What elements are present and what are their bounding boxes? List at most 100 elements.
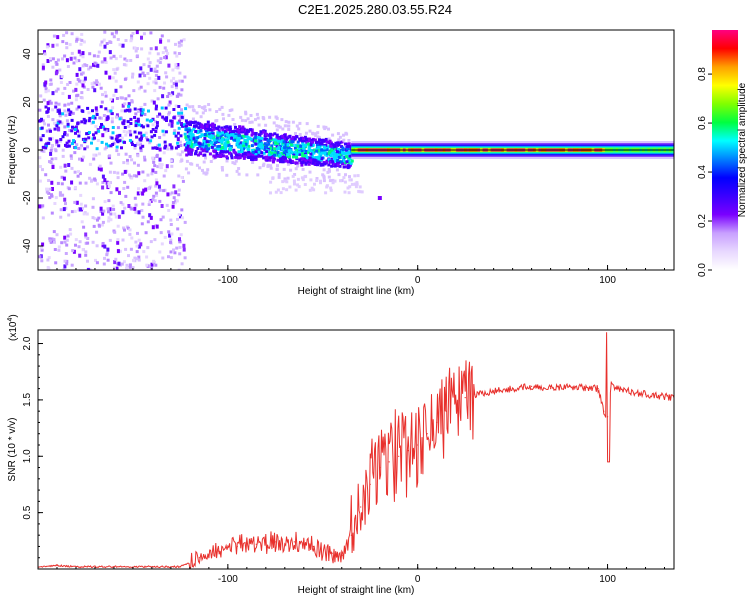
heatmap-cell	[314, 134, 318, 137]
snr-point	[56, 565, 58, 567]
heatmap-cell	[277, 175, 281, 179]
heatmap-cell	[99, 43, 103, 47]
x-tick-label: 100	[599, 574, 616, 585]
heatmap-cell	[126, 120, 130, 124]
heatmap-cell	[190, 162, 194, 166]
y-scale-prefix: (x10	[8, 321, 19, 341]
heatmap-cell	[100, 123, 103, 126]
heatmap-cell	[243, 155, 247, 159]
heatmap-cell	[50, 157, 54, 161]
heatmap-cell	[164, 71, 168, 75]
heatmap-cell	[93, 217, 97, 221]
heatmap-cell	[290, 150, 294, 154]
heatmap-cell	[160, 242, 164, 246]
heatmap-cell	[126, 130, 130, 134]
heatmap-cell	[154, 170, 158, 174]
heatmap-cell	[131, 143, 134, 146]
heatmap-cell	[102, 209, 106, 213]
heatmap-cell	[266, 158, 270, 162]
heatmap-cell	[275, 167, 279, 171]
heatmap-cell	[115, 113, 119, 118]
heatmap-cell	[279, 159, 283, 163]
heatmap-cell	[147, 64, 151, 68]
heatmap-cell	[283, 146, 287, 150]
heatmap-cell	[157, 184, 161, 189]
heatmap-cell	[247, 144, 251, 148]
heatmap-cell	[265, 143, 269, 147]
heatmap-cell	[56, 121, 60, 125]
heatmap-cell	[314, 160, 318, 164]
heatmap-cell	[238, 134, 242, 138]
heatmap-cell	[174, 104, 178, 108]
heatmap-cell	[177, 92, 181, 96]
heatmap-cell	[302, 154, 306, 158]
heatmap-cell	[113, 212, 117, 216]
heatmap-cell	[172, 184, 176, 189]
heatmap-cell	[53, 248, 57, 251]
heatmap-cell	[43, 122, 47, 126]
snr-point	[293, 541, 295, 543]
heatmap-cell	[285, 146, 289, 150]
heatmap-cell	[84, 232, 88, 237]
heatmap-cell	[49, 58, 52, 62]
heatmap-cell	[169, 93, 173, 97]
heatmap-cell	[71, 249, 75, 253]
heatmap-cell	[78, 172, 82, 176]
heatmap-cell	[273, 132, 277, 136]
heatmap-cell	[141, 170, 145, 174]
heatmap-cell	[254, 139, 257, 143]
heatmap-cell	[304, 162, 308, 166]
colorbar-tick-label: 0.0	[697, 263, 708, 277]
heatmap-cell	[75, 72, 79, 77]
heatmap-cell	[179, 117, 182, 121]
heatmap-cell	[260, 154, 264, 158]
heatmap-cell	[155, 124, 159, 128]
heatmap-cell	[56, 58, 60, 62]
snr-point	[644, 393, 647, 395]
heatmap-cell	[53, 240, 56, 244]
heatmap-cell	[237, 139, 241, 143]
heatmap-cell	[74, 146, 78, 150]
heatmap-cell	[280, 118, 284, 122]
heatmap-cell	[103, 200, 107, 204]
heatmap-cell	[60, 175, 64, 179]
heatmap-cell	[93, 136, 96, 140]
heatmap-cell	[213, 155, 217, 159]
y-tick-label: 2.0	[22, 336, 33, 350]
heatmap-cell	[255, 112, 259, 116]
heatmap-cell	[120, 262, 124, 266]
heatmap-cell	[294, 132, 297, 135]
heatmap-cell	[339, 160, 343, 164]
heatmap-cell	[301, 141, 305, 145]
heatmap-cell	[185, 128, 189, 132]
heatmap-cell	[49, 161, 53, 164]
heatmap-cell	[294, 161, 298, 165]
heatmap-cell	[69, 110, 73, 114]
heatmap-cell	[78, 240, 82, 244]
heatmap-cell	[331, 151, 335, 155]
heatmap-cell	[175, 199, 179, 203]
heatmap-cell	[244, 142, 248, 146]
heatmap-cell	[38, 108, 42, 112]
heatmap-cell	[231, 118, 235, 121]
y-tick-label: -20	[22, 190, 33, 205]
heatmap-cell	[183, 220, 187, 224]
heatmap-cell	[301, 137, 305, 140]
heatmap-cell	[91, 109, 94, 113]
heatmap-cell	[102, 262, 106, 266]
heatmap-cell	[167, 209, 171, 212]
snr-point	[331, 552, 333, 554]
heatmap-cell	[223, 125, 227, 129]
heatmap-cell	[222, 154, 226, 158]
heatmap-cell	[219, 136, 223, 140]
heatmap-cell	[115, 30, 118, 34]
heatmap-cell	[224, 147, 228, 151]
heatmap-cell	[201, 149, 205, 153]
heatmap-cell	[291, 174, 295, 178]
heatmap-cell	[73, 209, 77, 213]
heatmap-cell	[133, 146, 137, 150]
heatmap-cell	[347, 151, 351, 155]
colorbar-tick-label: 0.6	[697, 116, 708, 130]
heatmap-cell	[124, 133, 128, 137]
heatmap-cell	[167, 255, 170, 259]
